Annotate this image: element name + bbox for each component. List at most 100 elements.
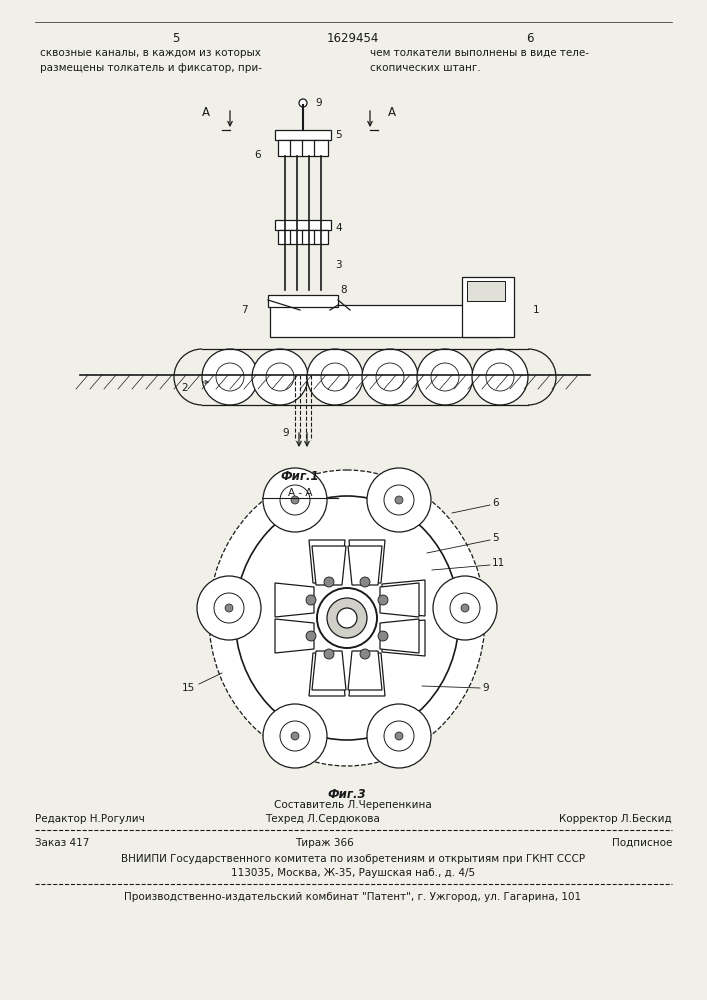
Circle shape [450, 593, 480, 623]
Polygon shape [380, 619, 419, 653]
Text: 9: 9 [315, 98, 322, 108]
Circle shape [433, 576, 497, 640]
Circle shape [307, 349, 363, 405]
Text: 1: 1 [533, 305, 539, 315]
Circle shape [324, 577, 334, 587]
Bar [275, 130, 331, 140]
Circle shape [360, 649, 370, 659]
Polygon shape [275, 619, 314, 653]
Text: 9: 9 [282, 428, 289, 438]
Circle shape [362, 651, 372, 661]
Polygon shape [312, 651, 346, 690]
Polygon shape [309, 540, 345, 583]
Bar [278, 230, 292, 244]
Text: чем толкатели выполнены в виде теле-
скопических штанг.: чем толкатели выполнены в виде теле- ско… [370, 48, 589, 73]
Text: 15: 15 [182, 683, 195, 693]
Polygon shape [382, 620, 425, 656]
Polygon shape [382, 580, 425, 616]
Circle shape [360, 577, 370, 587]
Text: А - А: А - А [288, 488, 312, 498]
Text: Подписное: Подписное [612, 838, 672, 848]
Circle shape [322, 651, 332, 661]
Text: Фиг.1: Фиг.1 [281, 470, 320, 483]
Circle shape [395, 732, 403, 740]
Text: 4: 4 [335, 223, 341, 233]
Polygon shape [349, 653, 385, 696]
Circle shape [376, 363, 404, 391]
Bar [275, 220, 331, 230]
Ellipse shape [235, 496, 459, 740]
Text: Техред Л.Сердюкова: Техред Л.Сердюкова [265, 814, 380, 824]
Text: 8: 8 [340, 285, 346, 295]
Text: Тираж 366: Тираж 366 [295, 838, 354, 848]
Circle shape [380, 593, 390, 603]
Text: Производственно-издательский комбинат "Патент", г. Ужгород, ул. Гагарина, 101: Производственно-издательский комбинат "П… [124, 892, 582, 902]
Circle shape [321, 363, 349, 391]
Circle shape [384, 485, 414, 515]
Polygon shape [275, 583, 314, 617]
Text: А: А [202, 105, 210, 118]
Circle shape [378, 631, 388, 641]
Circle shape [431, 363, 459, 391]
Polygon shape [380, 583, 419, 617]
Circle shape [337, 608, 357, 628]
Circle shape [291, 496, 299, 504]
Bar [278, 140, 292, 156]
Circle shape [280, 485, 310, 515]
Circle shape [486, 363, 514, 391]
Text: 1629454: 1629454 [327, 32, 379, 45]
Circle shape [324, 649, 334, 659]
Text: 113035, Москва, Ж-35, Раушская наб., д. 4/5: 113035, Москва, Ж-35, Раушская наб., д. … [231, 868, 475, 878]
Circle shape [263, 468, 327, 532]
Circle shape [472, 349, 528, 405]
Text: 5: 5 [335, 130, 341, 140]
Circle shape [291, 732, 299, 740]
Bar [314, 140, 328, 156]
Circle shape [266, 363, 294, 391]
Circle shape [362, 349, 418, 405]
Circle shape [367, 704, 431, 768]
Circle shape [197, 576, 261, 640]
Circle shape [380, 633, 390, 643]
Circle shape [225, 604, 233, 612]
Text: 3: 3 [335, 260, 341, 270]
Circle shape [280, 721, 310, 751]
Circle shape [461, 604, 469, 612]
Text: 6: 6 [492, 498, 498, 508]
Circle shape [202, 349, 258, 405]
Text: Редактор Н.Рогулич: Редактор Н.Рогулич [35, 814, 145, 824]
Bar [314, 230, 328, 244]
Bar [270, 305, 500, 337]
Bar [290, 140, 304, 156]
Text: 2: 2 [182, 383, 188, 393]
Circle shape [322, 575, 332, 585]
Text: 6: 6 [526, 32, 534, 45]
Text: 5: 5 [492, 533, 498, 543]
Circle shape [417, 349, 473, 405]
Polygon shape [348, 651, 382, 690]
Circle shape [216, 363, 244, 391]
Bar [302, 140, 316, 156]
Circle shape [327, 598, 367, 638]
Circle shape [395, 496, 403, 504]
Text: Фиг.3: Фиг.3 [327, 788, 366, 801]
Text: 6: 6 [255, 150, 261, 160]
Circle shape [317, 588, 377, 648]
Circle shape [367, 468, 431, 532]
Circle shape [306, 631, 316, 641]
Bar [290, 230, 304, 244]
Ellipse shape [209, 470, 485, 766]
Circle shape [306, 595, 316, 605]
Text: 9: 9 [482, 683, 489, 693]
Text: 5: 5 [173, 32, 180, 45]
Circle shape [362, 575, 372, 585]
Circle shape [252, 349, 308, 405]
Polygon shape [349, 540, 385, 583]
Circle shape [214, 593, 244, 623]
Circle shape [299, 99, 307, 107]
Circle shape [378, 595, 388, 605]
Bar [462, 277, 514, 337]
Text: сквозные каналы, в каждом из которых
размещены толкатель и фиксатор, при-: сквозные каналы, в каждом из которых раз… [40, 48, 262, 73]
Polygon shape [348, 546, 382, 585]
Text: Заказ 417: Заказ 417 [35, 838, 89, 848]
